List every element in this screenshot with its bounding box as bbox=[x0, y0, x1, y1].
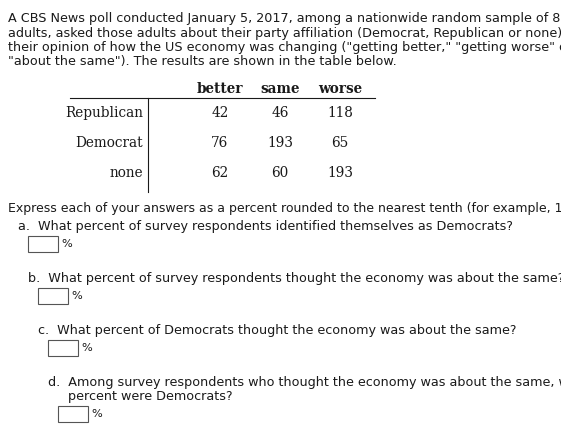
Text: worse: worse bbox=[318, 82, 362, 96]
Text: same: same bbox=[260, 82, 300, 96]
FancyBboxPatch shape bbox=[28, 236, 58, 252]
Text: 76: 76 bbox=[211, 136, 229, 150]
Text: A CBS News poll conducted January 5, 2017, among a nationwide random sample of 8: A CBS News poll conducted January 5, 201… bbox=[8, 12, 561, 25]
FancyBboxPatch shape bbox=[58, 406, 88, 422]
Text: their opinion of how the US economy was changing ("getting better," "getting wor: their opinion of how the US economy was … bbox=[8, 41, 561, 54]
Text: Express each of your answers as a percent rounded to the nearest tenth (for exam: Express each of your answers as a percen… bbox=[8, 202, 561, 215]
Text: 60: 60 bbox=[272, 166, 288, 180]
Text: %: % bbox=[71, 291, 82, 301]
Text: a.  What percent of survey respondents identified themselves as Democrats?: a. What percent of survey respondents id… bbox=[18, 220, 513, 233]
Text: "about the same"). The results are shown in the table below.: "about the same"). The results are shown… bbox=[8, 56, 397, 69]
FancyBboxPatch shape bbox=[48, 340, 78, 356]
Text: Democrat: Democrat bbox=[75, 136, 143, 150]
Text: 46: 46 bbox=[272, 106, 289, 120]
Text: c.  What percent of Democrats thought the economy was about the same?: c. What percent of Democrats thought the… bbox=[38, 324, 517, 337]
Text: 193: 193 bbox=[267, 136, 293, 150]
Text: percent were Democrats?: percent were Democrats? bbox=[48, 390, 233, 403]
Text: 62: 62 bbox=[211, 166, 229, 180]
FancyBboxPatch shape bbox=[38, 288, 68, 304]
Text: better: better bbox=[197, 82, 243, 96]
Text: b.  What percent of survey respondents thought the economy was about the same?: b. What percent of survey respondents th… bbox=[28, 272, 561, 285]
Text: 42: 42 bbox=[211, 106, 229, 120]
Text: 193: 193 bbox=[327, 166, 353, 180]
Text: adults, asked those adults about their party affiliation (Democrat, Republican o: adults, asked those adults about their p… bbox=[8, 26, 561, 39]
Text: d.  Among survey respondents who thought the economy was about the same, what: d. Among survey respondents who thought … bbox=[48, 376, 561, 389]
Text: 65: 65 bbox=[332, 136, 348, 150]
Text: 118: 118 bbox=[327, 106, 353, 120]
Text: %: % bbox=[61, 239, 72, 249]
Text: %: % bbox=[81, 343, 92, 353]
Text: none: none bbox=[109, 166, 143, 180]
Text: Republican: Republican bbox=[65, 106, 143, 120]
Text: %: % bbox=[91, 409, 102, 419]
